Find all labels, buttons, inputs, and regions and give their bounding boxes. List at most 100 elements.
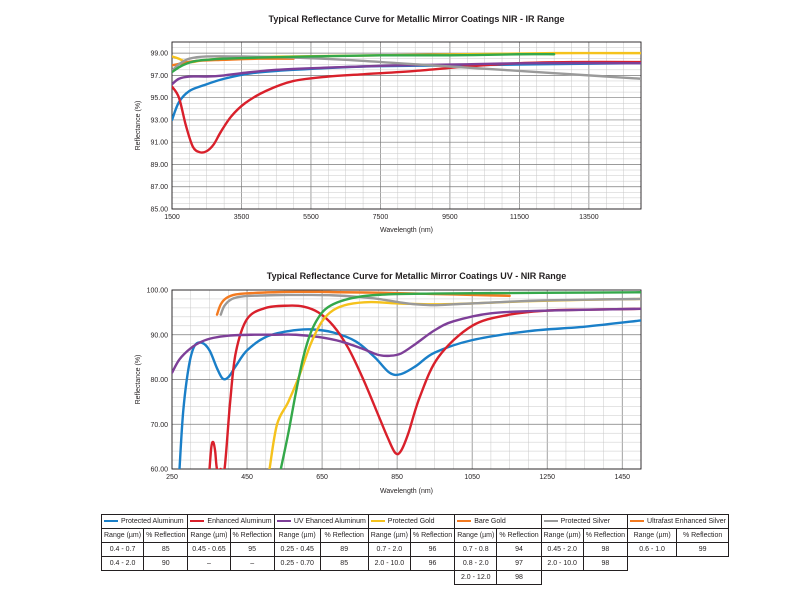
legend-col-reflection: % Reflection (676, 528, 729, 543)
legend-reflection-value (320, 571, 368, 585)
legend-col-range: Range (µm) (100, 528, 145, 543)
legend-range-value: 0.7 - 0.8 (454, 542, 498, 557)
x-tick-label: 11500 (510, 214, 529, 221)
y-tick-label: 100.00 (147, 288, 169, 295)
series-line-ultrafast-enhanced-silver (279, 291, 641, 469)
legend-coating-name: Protected Silver (540, 514, 629, 529)
legend-range-value (102, 571, 144, 585)
x-tick-label: 3500 (234, 214, 250, 221)
legend-reflection-value: 96 (409, 542, 456, 557)
legend-col-reflection: % Reflection (582, 528, 629, 543)
legend-range-value (274, 571, 320, 585)
legend-reflection-value (677, 557, 729, 571)
y-tick-label: 99.00 (150, 51, 168, 58)
legend-coating-name: Protected Gold (367, 514, 456, 529)
legend-swatch (457, 520, 472, 523)
x-tick-label: 650 (316, 474, 328, 481)
series-line-ultrafast-enhanced-silver (172, 52, 556, 74)
x-axis-label: Wavelength (nm) (380, 488, 433, 495)
series-line-uv-enhanced-aluminum (172, 61, 641, 86)
series-line-enhanced-aluminum (208, 304, 641, 469)
legend-reflection-value (410, 571, 454, 585)
legend-coating-name: Bare Gold (454, 514, 542, 529)
y-tick-label: 60.00 (150, 467, 168, 474)
plot-frame (171, 289, 642, 470)
series-line-protected-aluminum (178, 319, 641, 469)
x-tick-label: 7500 (373, 214, 389, 221)
legend-label: Enhanced Aluminum (207, 518, 272, 525)
legend-col-reflection: % Reflection (319, 528, 369, 543)
legend-col-range: Range (µm) (454, 528, 498, 543)
legend-range-value: 0.25 - 0.45 (273, 542, 321, 557)
y-tick-label: 93.00 (150, 117, 168, 124)
legend-range-value: 0.45 - 2.0 (540, 542, 584, 557)
legend-reflection-value: 89 (319, 542, 369, 557)
x-tick-label: 1050 (464, 474, 480, 481)
series-line-uv-enhanced-aluminum (172, 307, 641, 374)
legend-col-range: Range (µm) (187, 528, 231, 543)
legend-reflection-value (677, 571, 729, 585)
legend-range-value: 2.0 - 10.0 (540, 556, 584, 571)
legend-col-reflection: % Reflection (143, 528, 189, 543)
chart-2: Typical Reflectance Curve for Metallic M… (135, 271, 642, 495)
legend-range-value: 0.45 - 0.65 (187, 542, 231, 557)
reflectance-charts: Typical Reflectance Curve for Metallic M… (135, 14, 642, 495)
legend-swatch (543, 520, 558, 523)
x-tick-label: 250 (166, 474, 178, 481)
legend-coating-name: UV Ehanced Aluminum (273, 514, 369, 529)
legend-range-value: 0.7 - 2.0 (367, 542, 411, 557)
legend-reflection-value: 85 (143, 542, 189, 557)
x-tick-label: 1250 (539, 474, 555, 481)
y-tick-label: 85.00 (150, 207, 168, 214)
y-tick-label: 80.00 (150, 377, 168, 384)
legend-range-value: 0.4 - 0.7 (100, 542, 145, 557)
legend-col-range: Range (µm) (367, 528, 411, 543)
legend-reflection-value: 96 (409, 556, 456, 571)
y-tick-label: 70.00 (150, 422, 168, 429)
legend-label: Protected Gold (387, 518, 435, 525)
x-tick-label: 850 (391, 474, 403, 481)
legend-range-value (628, 571, 677, 585)
y-tick-label: 97.00 (150, 73, 168, 80)
legend-swatch (370, 520, 385, 523)
legend-range-value: 2.0 - 10.0 (367, 556, 411, 571)
legend-range-value (628, 557, 677, 571)
legend-range-value (541, 571, 583, 585)
legend-reflection-value (144, 571, 188, 585)
legend-coating-name: Protected Aluminum (100, 514, 189, 529)
chart-title: Typical Reflectance Curve for Metallic M… (267, 271, 566, 281)
legend-reflection-value: 98 (496, 570, 542, 585)
legend-reflection-value: 98 (582, 556, 629, 571)
y-tick-label: 87.00 (150, 184, 168, 191)
legend-coating-name: Ultrafast Enhanced Silver (627, 514, 729, 529)
legend-range-value (368, 571, 410, 585)
legend-range-value: 0.25 - 0.70 (273, 556, 321, 571)
legend-reflection-value: – (229, 556, 275, 571)
legend-col-reflection: % Reflection (229, 528, 275, 543)
legend-reflection-value: 97 (496, 556, 542, 571)
legend-coating-name: Enhanced Aluminum (187, 514, 275, 529)
grid (171, 289, 642, 470)
legend-swatch (630, 520, 645, 523)
legend-col-range: Range (µm) (273, 528, 321, 543)
series-line-protected-gold (268, 297, 641, 469)
legend-swatch (190, 520, 205, 523)
legend-reflection-value: 95 (229, 542, 275, 557)
legend-label: UV Ehanced Aluminum (293, 518, 366, 525)
y-axis-label: Reflectance (%) (135, 355, 142, 405)
legend-reflection-value: 85 (319, 556, 369, 571)
legend-label: Protected Aluminum (121, 518, 184, 525)
y-tick-label: 89.00 (150, 162, 168, 169)
legend-col-range: Range (µm) (627, 528, 678, 543)
legend-range-value: – (187, 556, 231, 571)
legend-label: Bare Gold (474, 518, 506, 525)
legend-swatch (104, 520, 118, 523)
x-tick-label: 13500 (579, 214, 599, 221)
x-tick-label: 450 (241, 474, 253, 481)
x-tick-label: 1450 (614, 474, 630, 481)
legend-reflection-value: 94 (496, 542, 542, 557)
y-tick-label: 95.00 (150, 95, 168, 102)
x-tick-label: 1500 (164, 214, 180, 221)
y-tick-label: 91.00 (150, 140, 168, 147)
series-line-protected-silver (172, 55, 641, 80)
